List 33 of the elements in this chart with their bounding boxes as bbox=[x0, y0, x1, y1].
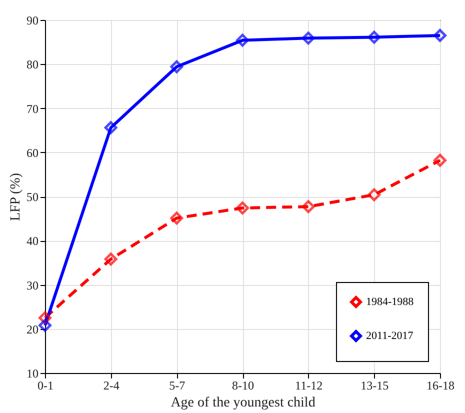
x-axis-title: Age of the youngest child bbox=[170, 396, 316, 410]
point bbox=[368, 30, 381, 44]
y-tick-label: 30 bbox=[26, 278, 38, 292]
y-tick-label: 20 bbox=[26, 322, 38, 336]
point bbox=[302, 200, 315, 214]
x-tick-label: 5-7 bbox=[169, 378, 186, 392]
x-tick-label: 8-10 bbox=[232, 378, 254, 392]
y-tick-label: 10 bbox=[26, 366, 38, 380]
legend-label: 2011-2017 bbox=[366, 330, 414, 342]
y-tick-label: 80 bbox=[26, 58, 38, 72]
point bbox=[170, 60, 184, 74]
x-tick-label: 0-1 bbox=[38, 378, 54, 392]
x-tick-label: 2-4 bbox=[103, 378, 120, 392]
y-tick-label: 60 bbox=[26, 146, 38, 160]
y-axis-title: LFP (%) bbox=[8, 172, 24, 222]
legend-label: 1984-1988 bbox=[366, 296, 414, 308]
point bbox=[236, 34, 249, 47]
point bbox=[170, 212, 184, 225]
point bbox=[302, 32, 315, 45]
point bbox=[236, 201, 249, 214]
x-tick-label: 16-18 bbox=[426, 378, 454, 392]
x-tick-label: 11-12 bbox=[295, 378, 323, 392]
x-tick-label: 13-15 bbox=[360, 378, 389, 392]
y-tick-label: 70 bbox=[26, 102, 38, 116]
point bbox=[104, 121, 118, 134]
point bbox=[38, 318, 52, 332]
y-tick-label: 40 bbox=[26, 234, 38, 248]
point bbox=[434, 28, 446, 42]
point bbox=[434, 154, 446, 167]
y-tick-label: 50 bbox=[26, 190, 38, 204]
y-tick-label: 90 bbox=[26, 14, 38, 28]
point bbox=[368, 188, 381, 202]
point bbox=[104, 252, 118, 266]
